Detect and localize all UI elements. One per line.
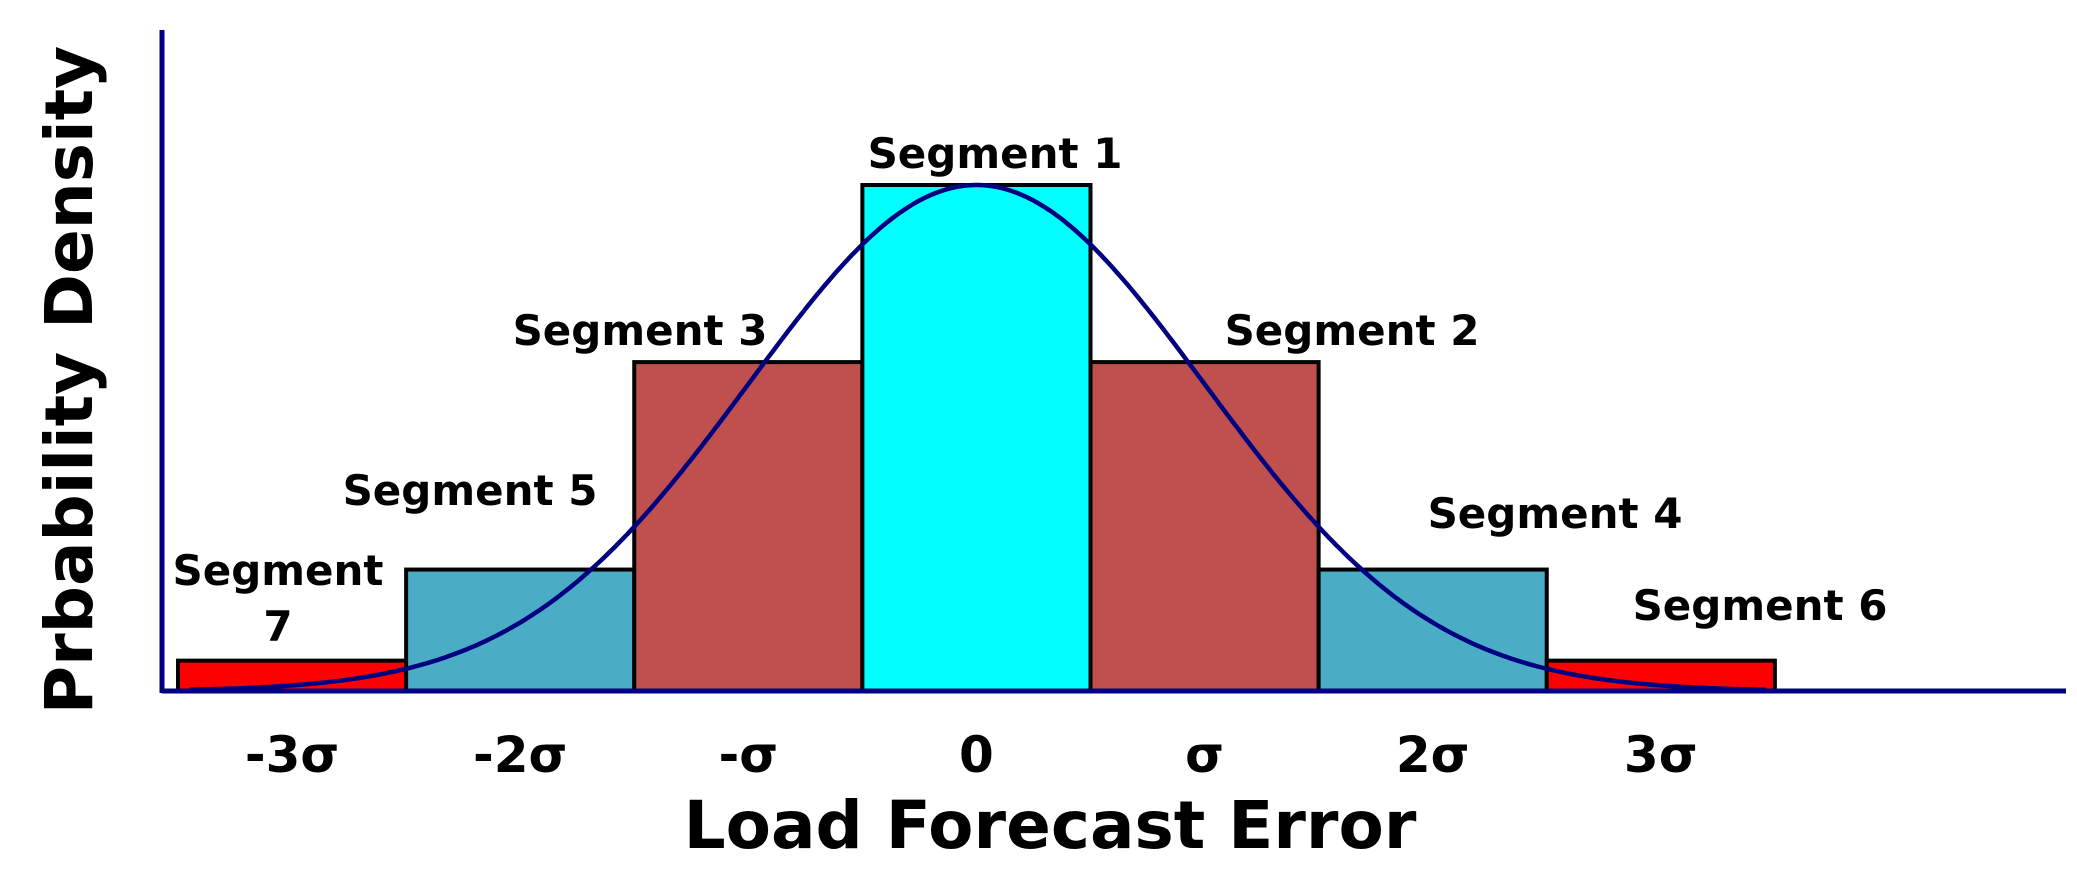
- segment-5-label: Segment 5: [343, 466, 598, 515]
- x-tick-label: -σ: [718, 726, 778, 784]
- y-axis-title: Prbability Density: [31, 46, 108, 714]
- segment-6-label: Segment 6: [1633, 581, 1888, 630]
- segment-5-bar: [404, 567, 637, 693]
- x-tick-label: -3σ: [245, 726, 339, 784]
- segment-labels: Segment 7 Segment 5 Segment 3 Segment 1 Segme…: [172, 129, 1887, 651]
- x-axis-title: Load Forecast Error: [684, 787, 1417, 864]
- x-tick-label: -2σ: [473, 726, 567, 784]
- x-tick-label: 0: [959, 726, 994, 784]
- segment-3-label: Segment 3: [513, 306, 768, 355]
- x-tick-label: 2σ: [1396, 726, 1470, 784]
- segment-7-label-line-1: Segment: [172, 546, 383, 595]
- segment-7-label-line-2: 7: [263, 602, 292, 651]
- segment-1-label: Segment 1: [868, 129, 1123, 178]
- x-tick-label: 3σ: [1624, 726, 1698, 784]
- x-tick-labels: -3σ -2σ -σ 0 σ 2σ 3σ: [245, 726, 1698, 784]
- normal-distribution-curve: [189, 182, 1767, 692]
- segment-bars: [176, 183, 1777, 694]
- segment-4-label: Segment 4: [1428, 489, 1683, 538]
- segment-3-bar: [632, 360, 865, 693]
- segment-2-bar: [1088, 360, 1321, 693]
- segment-2-label: Segment 2: [1225, 306, 1480, 355]
- segment-1-bar: [860, 183, 1093, 693]
- segment-4-bar: [1316, 567, 1549, 693]
- x-tick-label: σ: [1185, 726, 1224, 784]
